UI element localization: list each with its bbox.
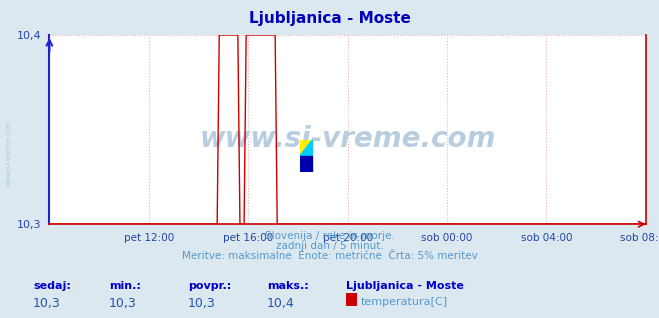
Text: zadnji dan / 5 minut.: zadnji dan / 5 minut.	[275, 241, 384, 251]
Text: www.si-vreme.com: www.si-vreme.com	[200, 125, 496, 153]
Text: povpr.:: povpr.:	[188, 281, 231, 291]
Polygon shape	[300, 140, 312, 156]
Text: Meritve: maksimalne  Enote: metrične  Črta: 5% meritev: Meritve: maksimalne Enote: metrične Črta…	[182, 251, 477, 261]
Text: maks.:: maks.:	[267, 281, 308, 291]
Text: 10,3: 10,3	[109, 297, 136, 310]
Text: Slovenija / reke in morje.: Slovenija / reke in morje.	[264, 231, 395, 240]
Text: 10,3: 10,3	[188, 297, 215, 310]
Polygon shape	[300, 140, 312, 156]
Text: Ljubljanica - Moste: Ljubljanica - Moste	[346, 281, 464, 291]
Text: sedaj:: sedaj:	[33, 281, 71, 291]
Text: 10,3: 10,3	[33, 297, 61, 310]
Text: min.:: min.:	[109, 281, 140, 291]
Text: www.si-vreme.com: www.si-vreme.com	[5, 120, 12, 186]
Polygon shape	[300, 156, 312, 172]
Text: temperatura[C]: temperatura[C]	[361, 297, 448, 307]
Text: Ljubljanica - Moste: Ljubljanica - Moste	[248, 11, 411, 26]
Text: 10,4: 10,4	[267, 297, 295, 310]
